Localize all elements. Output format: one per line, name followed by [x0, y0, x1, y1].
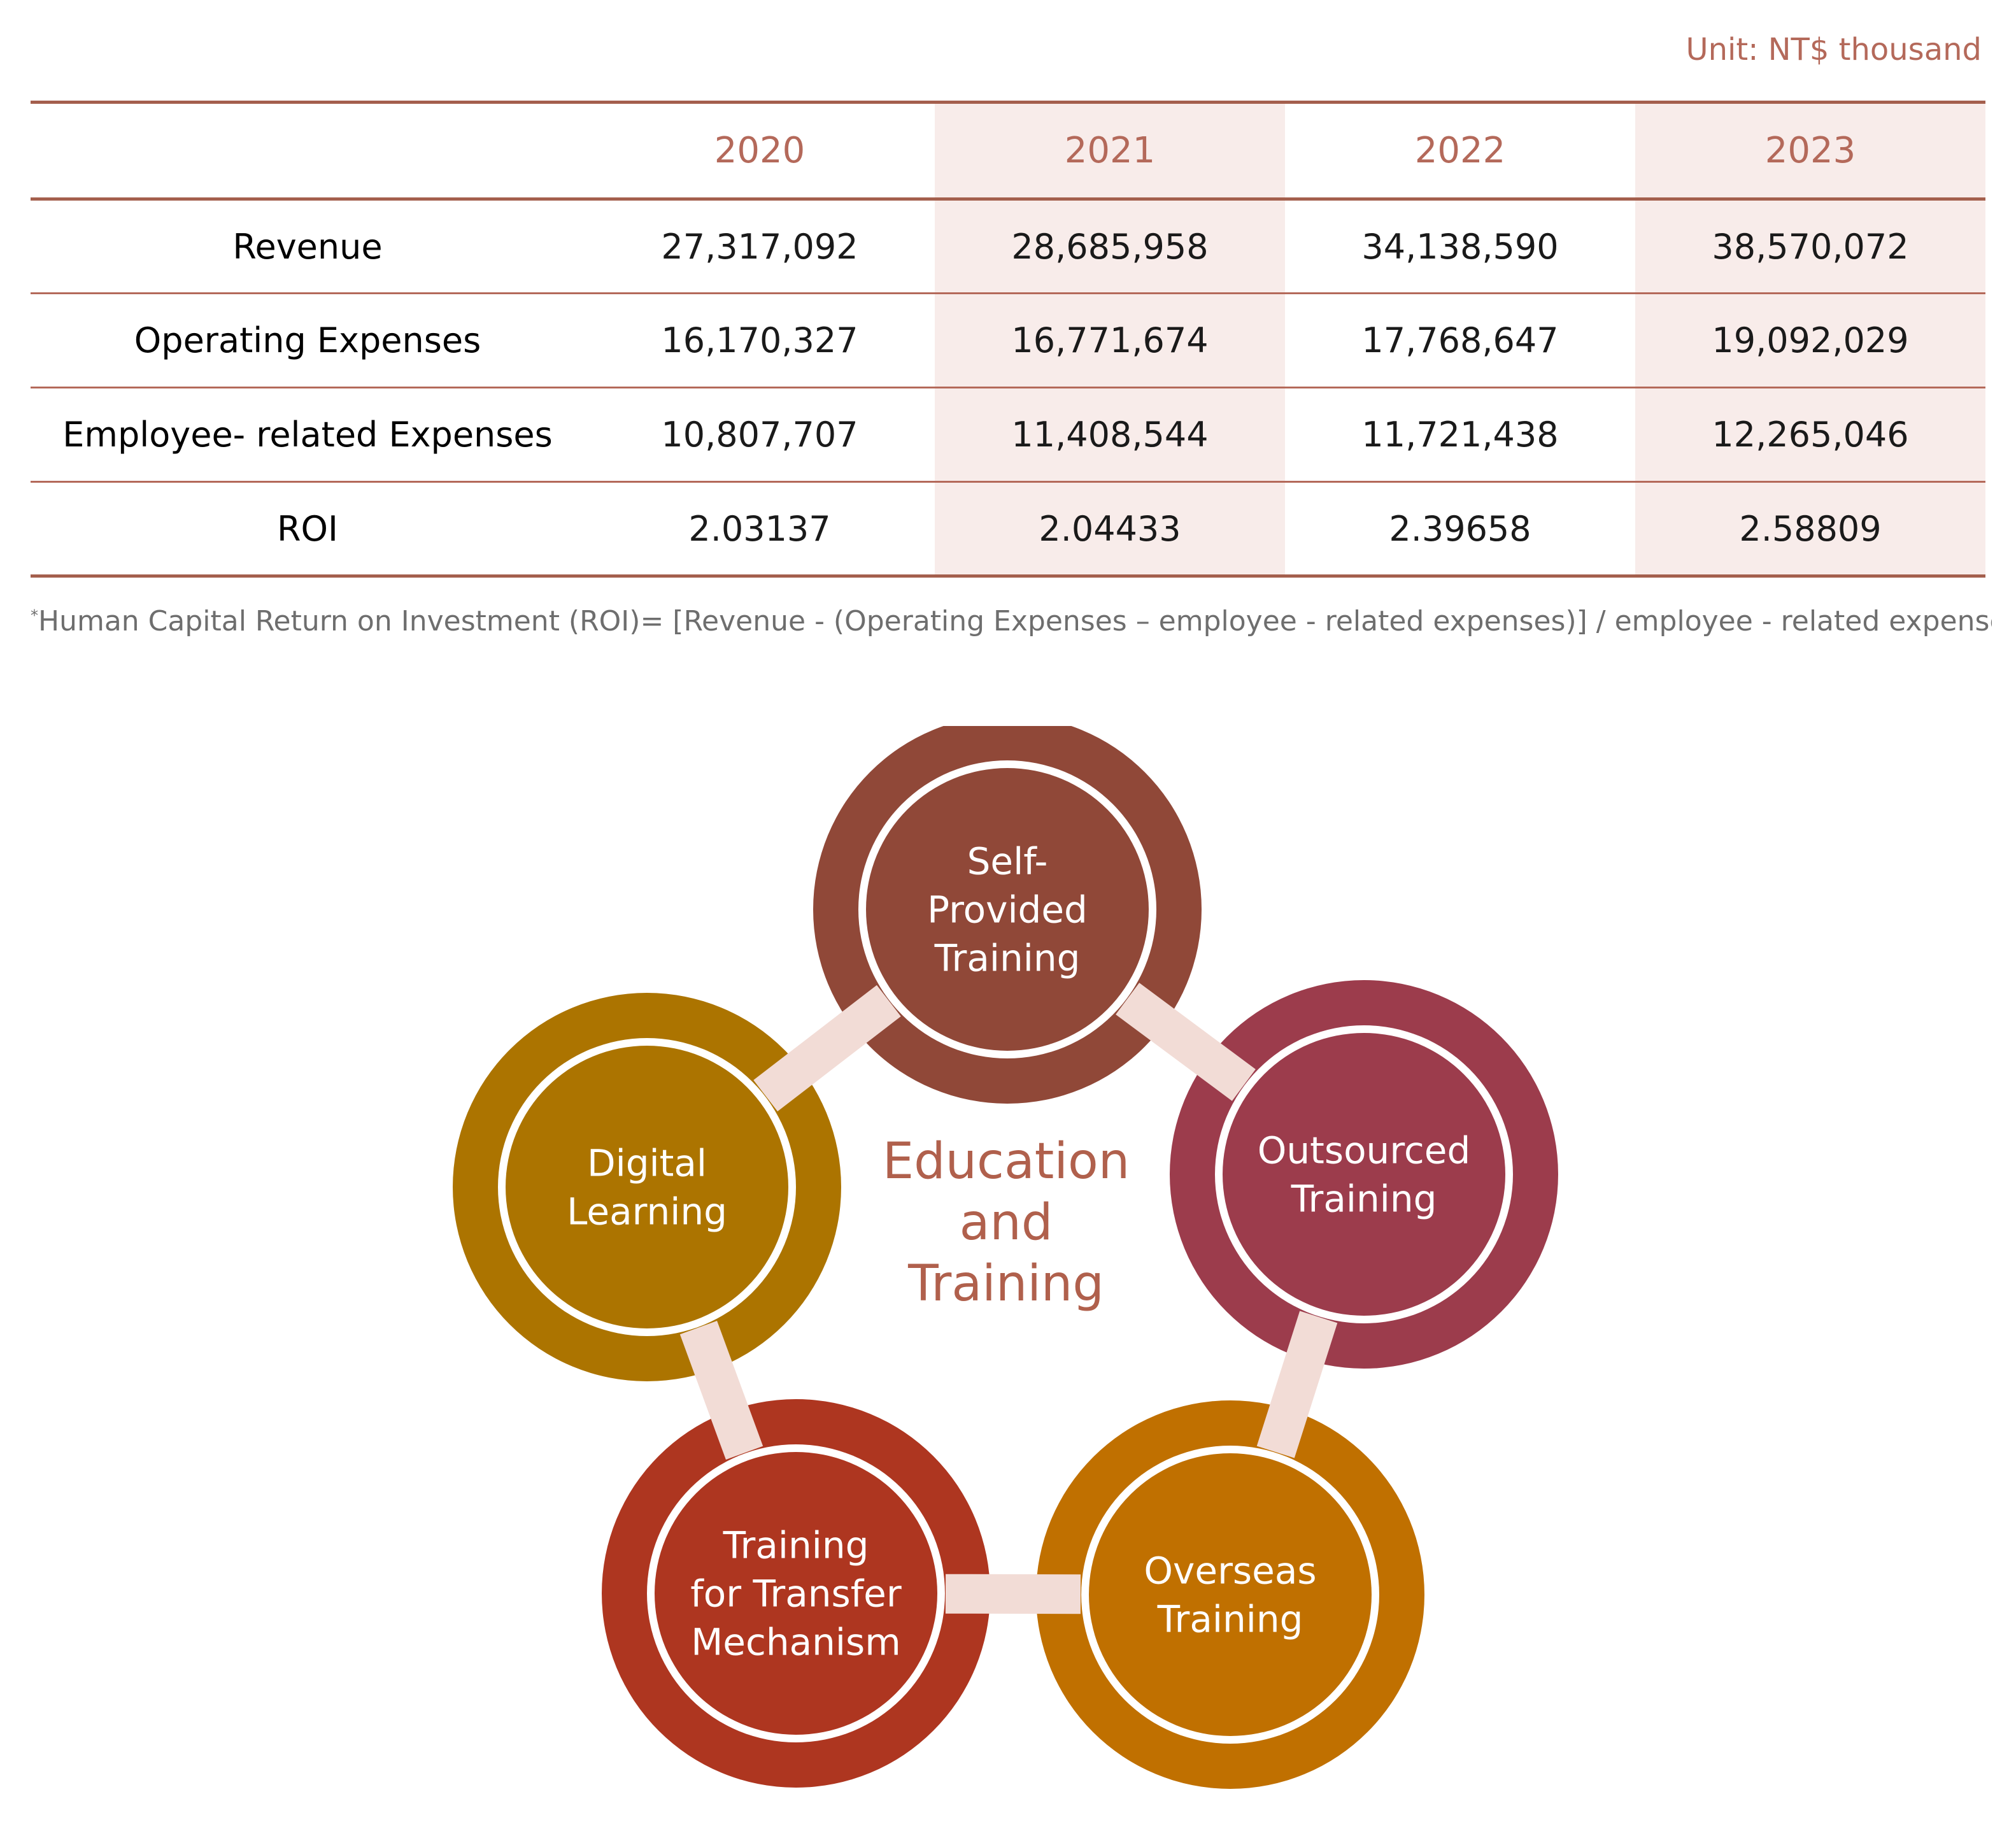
node-label: Outsourced: [1258, 1128, 1471, 1172]
center-label: Training: [907, 1255, 1104, 1313]
node-inner-circle: [1223, 1033, 1505, 1316]
node-inner-circle: [866, 768, 1149, 1051]
row-label: Revenue: [31, 199, 585, 294]
node-label: for Transfer: [690, 1572, 902, 1615]
table-cell: 16,170,327: [585, 293, 935, 388]
node-label: Self-: [967, 839, 1048, 883]
center-label: Education: [883, 1133, 1130, 1190]
table-cell: 34,138,590: [1285, 199, 1635, 294]
cycle-connector: [1116, 983, 1256, 1101]
column-header: 2020: [585, 101, 935, 201]
table-cell: 2.04433: [935, 481, 1285, 578]
table-row: Revenue 27,317,092 28,685,958 34,138,590…: [31, 199, 1985, 294]
digital-learning-node: Digital Learning: [453, 993, 841, 1381]
node-label: Training: [1157, 1597, 1303, 1641]
table-cell: 19,092,029: [1635, 293, 1985, 388]
node-label: Overseas: [1144, 1549, 1316, 1592]
footnote-text: Human Capital Return on Investment (ROI)…: [38, 605, 1992, 637]
table-cell: 12,265,046: [1635, 387, 1985, 483]
cycle-connector: [945, 1574, 1081, 1614]
center-label: and: [960, 1194, 1053, 1251]
self-provided-training-node: Self- Provided Training: [813, 726, 1202, 1104]
table-header-row: 2020 2021 2022 2023: [31, 101, 1985, 201]
node-label: Provided: [927, 888, 1088, 931]
header-corner: [31, 101, 585, 201]
table-cell: 2.39658: [1285, 481, 1635, 578]
table-row: Operating Expenses 16,170,327 16,771,674…: [31, 293, 1985, 388]
row-label: ROI: [31, 481, 585, 578]
table-cell: 28,685,958: [935, 199, 1285, 294]
node-inner-circle: [1089, 1453, 1372, 1736]
table-cell: 38,570,072: [1635, 199, 1985, 294]
training-cycle-diagram: Self-ProvidedTrainingOutsourcedTrainingO…: [453, 726, 1558, 1789]
table-cell: 11,408,544: [935, 387, 1285, 483]
node-label: Mechanism: [691, 1620, 901, 1663]
table-cell: 2.58809: [1635, 481, 1985, 578]
column-header: 2023: [1635, 101, 1985, 201]
transfer-mechanism-training-node: Training for Transfer Mechanism: [602, 1399, 990, 1788]
node-inner-circle: [506, 1046, 788, 1328]
overseas-training-node: Overseas Training: [1036, 1400, 1424, 1789]
footnote-marker: *: [31, 606, 38, 625]
table-cell: 10,807,707: [585, 387, 935, 483]
node-inner-circle: [655, 1452, 937, 1735]
table-cell: 16,771,674: [935, 293, 1285, 388]
table-cell: 11,721,438: [1285, 387, 1635, 483]
outsourced-training-node: Outsourced Training: [1170, 980, 1558, 1369]
unit-label: Unit: NT$ thousand: [1686, 32, 1982, 68]
table-row: Employee- related Expenses 10,807,707 11…: [31, 387, 1985, 483]
cycle-connector: [679, 1320, 763, 1460]
table-cell: 17,768,647: [1285, 293, 1635, 388]
column-header: 2022: [1285, 101, 1635, 201]
row-label: Operating Expenses: [31, 293, 585, 388]
node-label: Training: [723, 1523, 869, 1567]
cycle-connector: [753, 985, 901, 1112]
node-label: Training: [934, 936, 1081, 979]
node-label: Learning: [567, 1190, 727, 1233]
cycle-connector: [1256, 1311, 1338, 1458]
node-label: Training: [1291, 1177, 1437, 1220]
table-cell: 27,317,092: [585, 199, 935, 294]
node-label: Digital: [587, 1141, 707, 1185]
footnote: *Human Capital Return on Investment (ROI…: [31, 605, 1992, 637]
table-row: ROI 2.03137 2.04433 2.39658 2.58809: [31, 481, 1985, 578]
row-label: Employee- related Expenses: [31, 387, 585, 483]
column-header: 2021: [935, 101, 1285, 201]
financial-table: 2020 2021 2022 2023 Revenue 27,317,092 2…: [31, 101, 1985, 578]
table-cell: 2.03137: [585, 481, 935, 578]
